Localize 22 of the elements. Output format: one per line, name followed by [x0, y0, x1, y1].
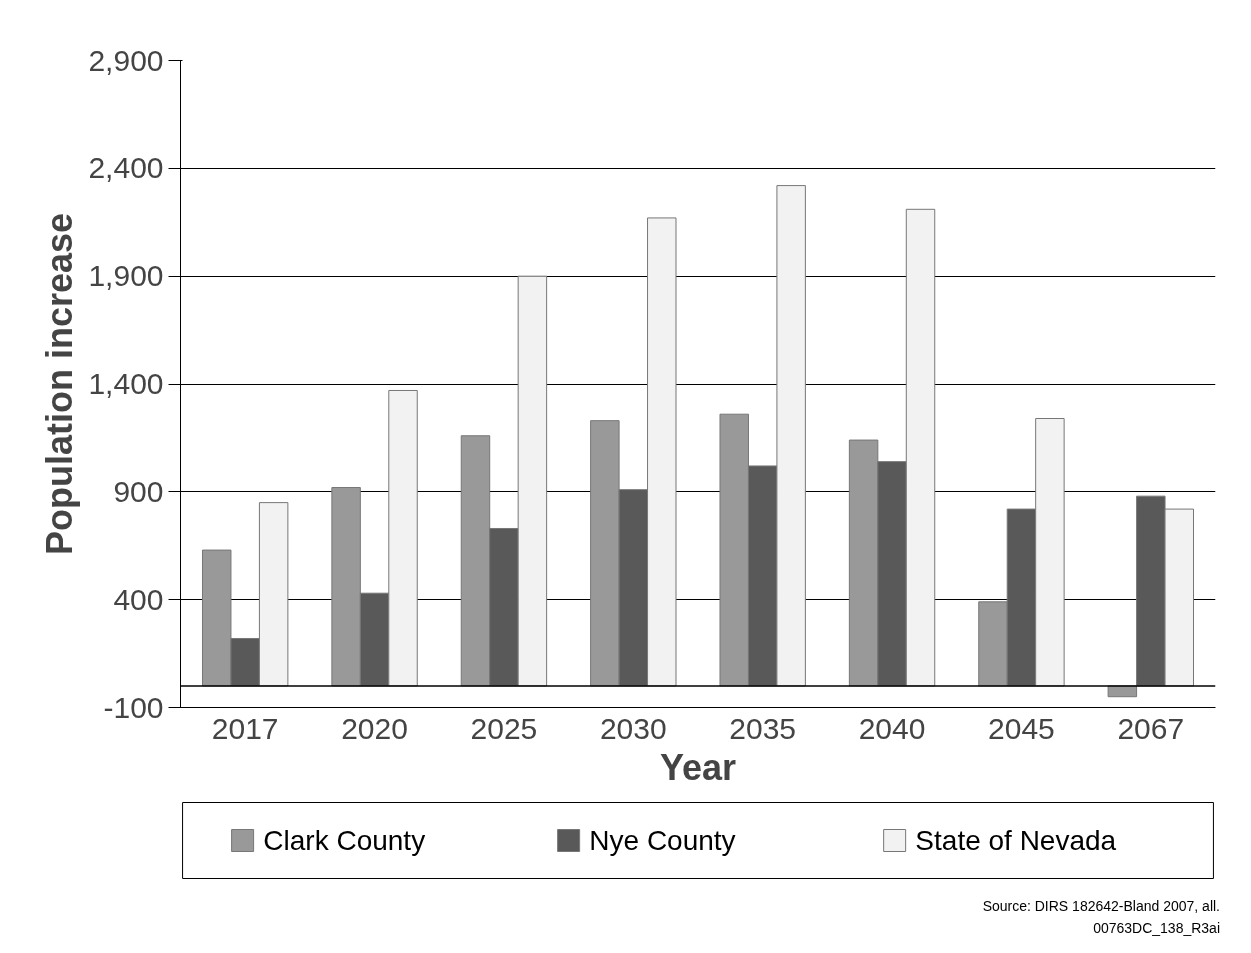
y-axis-title: Population increase — [39, 212, 81, 556]
x-tick-label: 2020 — [341, 711, 408, 745]
x-axis-title: Year — [659, 746, 737, 788]
y-tick-label: 1,900 — [88, 259, 164, 293]
x-tick-label: 2025 — [470, 711, 538, 745]
y-tick-label: 2,900 — [88, 43, 164, 77]
x-tick-label: 2040 — [858, 711, 926, 745]
text: 00763DC_138_R3ai — [1093, 920, 1220, 936]
x-tick-label: 2045 — [988, 711, 1055, 745]
y-tick-label: -100 — [103, 690, 164, 724]
source-note: Source: DIRS 182642-Bland 2007, all. — [982, 898, 1220, 914]
x-tick-label: 2035 — [729, 711, 797, 745]
x-tick-label: 2067 — [1117, 711, 1185, 745]
x-tick-label: 2017 — [211, 711, 279, 745]
y-tick-label: 2,400 — [88, 151, 164, 185]
y-tick-label: 400 — [113, 582, 164, 616]
x-tick-label: 2030 — [599, 711, 667, 745]
legend-label: Nye County — [589, 825, 736, 856]
y-tick-label: 1,400 — [88, 367, 164, 400]
y-tick-label: 900 — [113, 474, 164, 508]
legend-label: Clark County — [263, 825, 426, 856]
legend-label: State of Nevada — [915, 825, 1117, 856]
